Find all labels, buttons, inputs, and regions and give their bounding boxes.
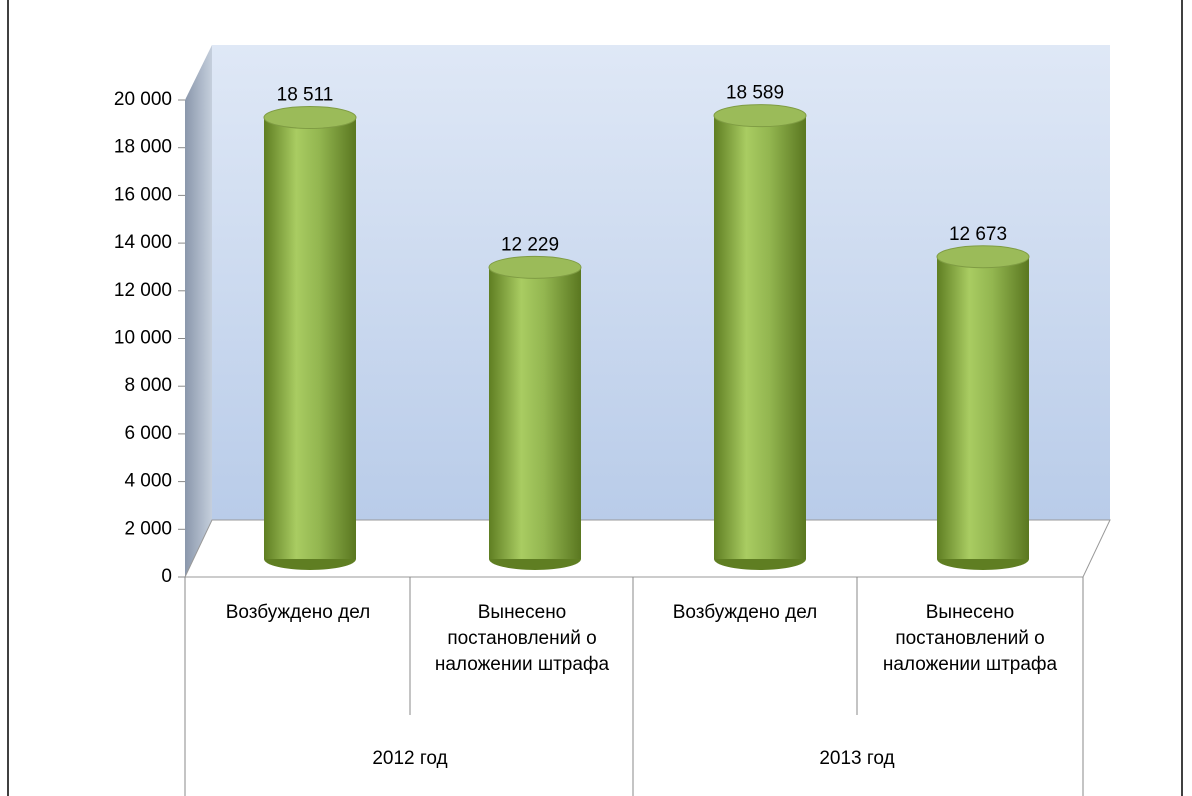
bar-top: [936, 245, 1030, 269]
y-tick-label: 8 000: [124, 375, 172, 396]
frame: [7, 0, 1183, 796]
bar: [263, 106, 357, 570]
y-tick-label: 6 000: [124, 423, 172, 444]
group-label: 2012 год: [372, 748, 448, 769]
bar-top: [713, 104, 807, 128]
bar-body: [264, 117, 356, 560]
data-label: 18 589: [726, 83, 784, 104]
bar-top: [263, 106, 357, 130]
y-tick-label: 16 000: [114, 184, 172, 205]
bar-body: [489, 267, 581, 559]
y-tick-label: 18 000: [114, 137, 172, 158]
bar: [936, 245, 1030, 570]
y-tick-label: 12 000: [114, 280, 172, 301]
y-tick-label: 0: [161, 566, 172, 587]
x-tick-label: Возбуждено дел: [672, 602, 818, 623]
y-tick-label: 20 000: [114, 89, 172, 110]
group-label: 2013 год: [819, 748, 895, 769]
x-tick-label: Вынесено постановлений о наложении штраф…: [882, 602, 1058, 675]
bar: [713, 104, 807, 570]
y-tick-label: 14 000: [114, 232, 172, 253]
data-label: 12 229: [501, 234, 559, 255]
side-wall: [185, 45, 212, 577]
bar-body: [714, 115, 806, 560]
bar-body: [937, 256, 1029, 559]
y-tick-label: 2 000: [124, 518, 172, 539]
bar: [488, 255, 582, 570]
y-tick-label: 4 000: [124, 471, 172, 492]
x-tick-label: Вынесено постановлений о наложении штраф…: [434, 602, 610, 675]
data-label: 12 673: [949, 224, 1007, 245]
floor: [184, 519, 1111, 578]
back-wall: [212, 45, 1110, 520]
y-tick-label: 10 000: [114, 328, 172, 349]
x-tick-label: Возбуждено дел: [225, 602, 371, 623]
data-label: 18 511: [277, 85, 334, 106]
bar-top: [488, 255, 582, 279]
